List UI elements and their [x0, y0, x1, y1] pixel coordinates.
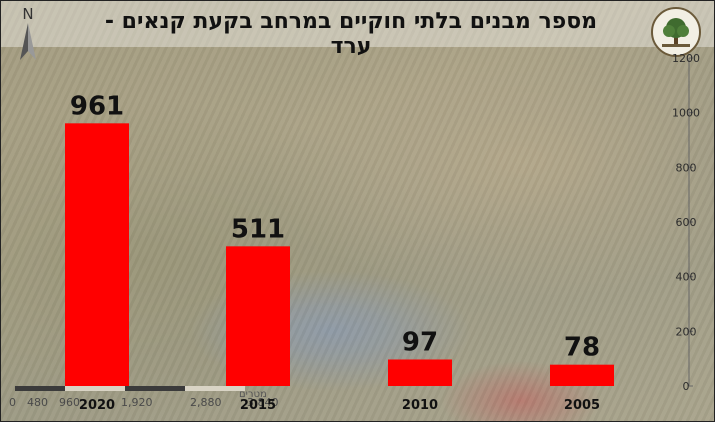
data-label: 961	[70, 91, 124, 121]
scale-bar-segment	[15, 386, 65, 391]
scale-label: 480	[27, 396, 48, 409]
x-tick-label: 2010	[402, 398, 438, 413]
y-tick-label: 1000	[672, 107, 700, 120]
data-label: 511	[231, 214, 285, 244]
scale-bar-segment	[65, 386, 125, 391]
chart-title: מספר מבנים בלתי חוקיים במרחב בקעת קנאים …	[104, 9, 598, 59]
scale-unit-label: מטרים	[239, 389, 267, 400]
y-tick-label: 200	[676, 325, 697, 338]
y-tick-label: 1200	[672, 52, 700, 65]
title-band	[1, 1, 714, 47]
north-arrow: N	[11, 5, 45, 65]
data-label: 97	[402, 327, 438, 357]
y-tick-label: 400	[676, 271, 697, 284]
bar	[226, 246, 290, 386]
x-tick-label: 2005	[564, 398, 600, 413]
x-tick-label: 2020	[79, 398, 115, 413]
bar	[550, 364, 614, 386]
scale-label: 1,920	[121, 396, 153, 409]
bar	[388, 359, 452, 386]
tree-emblem-icon	[662, 18, 690, 47]
north-label: N	[22, 5, 34, 23]
data-label: 78	[564, 333, 600, 363]
scale-bar-segment	[185, 386, 245, 391]
x-tick-label: 2015	[240, 398, 276, 413]
bar	[65, 123, 129, 387]
y-tick-label: 0	[683, 380, 690, 393]
y-tick-label: 800	[676, 161, 697, 174]
scale-label: 3,840	[247, 396, 279, 409]
north-arrow-icon	[20, 23, 36, 60]
scale-bar-segment	[125, 386, 185, 391]
y-tick-label: 600	[676, 216, 697, 229]
scale-label: 2,880	[190, 396, 222, 409]
scale-label: 960	[59, 396, 80, 409]
scale-label: 0	[9, 396, 16, 409]
logo	[651, 7, 701, 57]
